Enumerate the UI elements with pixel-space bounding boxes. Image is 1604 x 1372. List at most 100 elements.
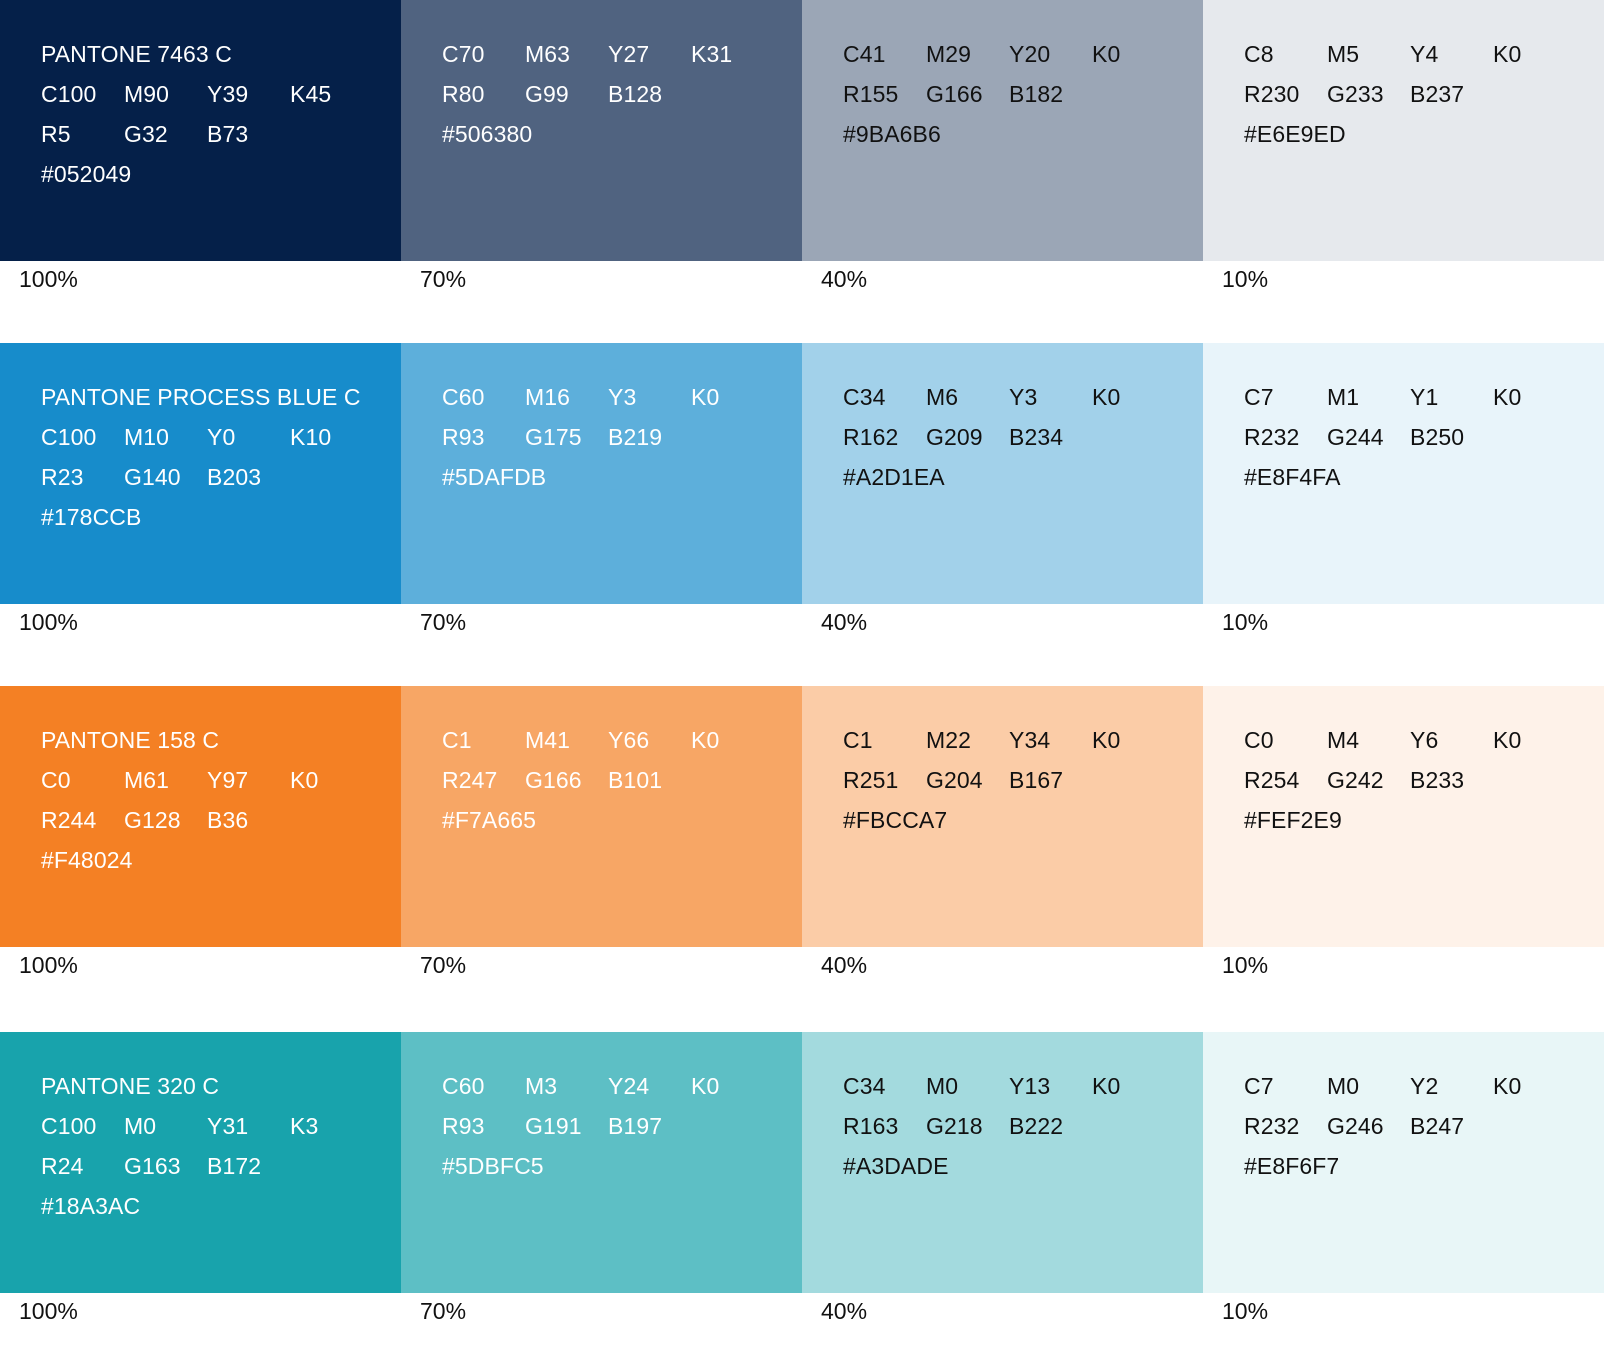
cmyk-value: M61 bbox=[124, 766, 170, 793]
rgb-values: R254 G242 B233 bbox=[1244, 760, 1604, 800]
tint-percent-label: 70% bbox=[420, 609, 467, 635]
cmyk-value: M63 bbox=[525, 40, 571, 67]
rgb-value: G242 bbox=[1327, 766, 1384, 793]
rgb-value: G233 bbox=[1327, 80, 1384, 107]
cmyk-value: C60 bbox=[442, 1072, 485, 1099]
cmyk-value: K0 bbox=[691, 1072, 720, 1099]
color-tile: C70 M63 Y27 K31 R80 G99 B128 #506380 70% bbox=[401, 0, 802, 292]
tint-percent-label: 10% bbox=[1222, 1298, 1269, 1324]
color-swatch: C41 M29 Y20 K0 R155 G166 B182 #9BA6B6 bbox=[802, 0, 1203, 261]
color-swatch: C34 M6 Y3 K0 R162 G209 B234 #A2D1EA bbox=[802, 343, 1203, 604]
rgb-value: R254 bbox=[1244, 766, 1300, 793]
rgb-value: R5 bbox=[41, 120, 71, 147]
rgb-values: R247 G166 B101 bbox=[442, 760, 802, 800]
cmyk-value: Y1 bbox=[1410, 383, 1439, 410]
tint-percent-label: 10% bbox=[1222, 609, 1269, 635]
cmyk-value: K0 bbox=[1092, 726, 1121, 753]
cmyk-values: C1 M22 Y34 K0 bbox=[843, 720, 1203, 760]
rgb-value: G140 bbox=[124, 463, 181, 490]
hex-value: #FEF2E9 bbox=[1244, 800, 1604, 840]
pantone-name: PANTONE 158 C bbox=[41, 720, 401, 760]
rgb-value: B234 bbox=[1009, 423, 1064, 450]
color-swatch: C7 M0 Y2 K0 R232 G246 B247 #E8F6F7 bbox=[1203, 1032, 1604, 1293]
color-tile: PANTONE 7463 C C100 M90 Y39 K45 R5 G32 B73 #0520… bbox=[0, 0, 401, 292]
hex-code: #18A3AC bbox=[41, 1192, 141, 1219]
cmyk-value: C7 bbox=[1244, 1072, 1274, 1099]
cmyk-value: M0 bbox=[124, 1112, 157, 1139]
rgb-values: R162 G209 B234 bbox=[843, 417, 1203, 457]
hex-value: #506380 bbox=[442, 114, 802, 154]
rgb-values: R5 G32 B73 bbox=[41, 114, 401, 154]
cmyk-value: Y97 bbox=[207, 766, 249, 793]
cmyk-value: C100 bbox=[41, 1112, 97, 1139]
hex-code: #9BA6B6 bbox=[843, 120, 941, 147]
color-tile: C60 M16 Y3 K0 R93 G175 B219 #5DAFDB 70% bbox=[401, 343, 802, 635]
rgb-value: G246 bbox=[1327, 1112, 1384, 1139]
color-swatch: PANTONE PROCESS BLUE C C100 M10 Y0 K10 R23 G14… bbox=[0, 343, 401, 604]
cmyk-value: M41 bbox=[525, 726, 571, 753]
hex-value: #E8F4FA bbox=[1244, 457, 1604, 497]
rgb-values: R93 G175 B219 bbox=[442, 417, 802, 457]
rgb-value: G204 bbox=[926, 766, 983, 793]
rgb-value: R251 bbox=[843, 766, 899, 793]
pantone-name-text: PANTONE 7463 C bbox=[41, 40, 233, 67]
tint-percent-label: 70% bbox=[420, 1298, 467, 1324]
tint-percent-label: 100% bbox=[19, 952, 78, 978]
cmyk-value: M29 bbox=[926, 40, 972, 67]
rgb-value: G218 bbox=[926, 1112, 983, 1139]
cmyk-value: C0 bbox=[1244, 726, 1274, 753]
color-swatch: C60 M3 Y24 K0 R93 G191 B197 #5DBFC5 bbox=[401, 1032, 802, 1293]
color-tile: C7 M1 Y1 K0 R232 G244 B250 #E8F4FA 10% bbox=[1203, 343, 1604, 635]
rgb-value: G244 bbox=[1327, 423, 1384, 450]
rgb-value: G166 bbox=[926, 80, 983, 107]
cmyk-values: C7 M1 Y1 K0 bbox=[1244, 377, 1604, 417]
cmyk-value: Y34 bbox=[1009, 726, 1051, 753]
tint-percent-label: 100% bbox=[19, 1298, 78, 1324]
hex-value: #9BA6B6 bbox=[843, 114, 1203, 154]
color-swatch: C7 M1 Y1 K0 R232 G244 B250 #E8F4FA bbox=[1203, 343, 1604, 604]
cmyk-value: Y13 bbox=[1009, 1072, 1051, 1099]
palette-row: PANTONE PROCESS BLUE C C100 M10 Y0 K10 R23 G14… bbox=[0, 343, 1604, 683]
color-tile: PANTONE 320 C C100 M0 Y31 K3 R24 G163 B172 #18A3… bbox=[0, 1032, 401, 1324]
rgb-value: G175 bbox=[525, 423, 582, 450]
hex-value: #5DBFC5 bbox=[442, 1146, 802, 1186]
cmyk-values: C1 M41 Y66 K0 bbox=[442, 720, 802, 760]
cmyk-values: C100 M90 Y39 K45 bbox=[41, 74, 401, 114]
pantone-name-text: PANTONE 320 C bbox=[41, 1072, 220, 1099]
rgb-value: G128 bbox=[124, 806, 181, 833]
palette-row: PANTONE 158 C C0 M61 Y97 K0 R244 G128 B36 #F4802… bbox=[0, 686, 1604, 1026]
color-swatch: PANTONE 320 C C100 M0 Y31 K3 R24 G163 B172 #18A3… bbox=[0, 1032, 401, 1293]
cmyk-value: C60 bbox=[442, 383, 485, 410]
color-swatch: C1 M41 Y66 K0 R247 G166 B101 #F7A665 bbox=[401, 686, 802, 947]
color-swatch: C70 M63 Y27 K31 R80 G99 B128 #506380 bbox=[401, 0, 802, 261]
cmyk-value: K0 bbox=[1092, 40, 1121, 67]
rgb-value: B36 bbox=[207, 806, 249, 833]
palette-row: PANTONE 7463 C C100 M90 Y39 K45 R5 G32 B73 #0520… bbox=[0, 0, 1604, 340]
color-tile: C34 M6 Y3 K0 R162 G209 B234 #A2D1EA 40% bbox=[802, 343, 1203, 635]
cmyk-value: K0 bbox=[691, 726, 720, 753]
color-tile: C34 M0 Y13 K0 R163 G218 B222 #A3DADE 40% bbox=[802, 1032, 1203, 1324]
hex-code: #178CCB bbox=[41, 503, 142, 530]
color-tile: C41 M29 Y20 K0 R155 G166 B182 #9BA6B6 40% bbox=[802, 0, 1203, 292]
cmyk-values: C60 M16 Y3 K0 bbox=[442, 377, 802, 417]
cmyk-values: C34 M6 Y3 K0 bbox=[843, 377, 1203, 417]
cmyk-value: K0 bbox=[1493, 726, 1522, 753]
color-swatch: C60 M16 Y3 K0 R93 G175 B219 #5DAFDB bbox=[401, 343, 802, 604]
rgb-values: R163 G218 B222 bbox=[843, 1106, 1203, 1146]
hex-code: #E8F6F7 bbox=[1244, 1152, 1340, 1179]
color-tile: PANTONE PROCESS BLUE C C100 M10 Y0 K10 R23 G14… bbox=[0, 343, 401, 635]
cmyk-value: C1 bbox=[442, 726, 472, 753]
cmyk-value: K3 bbox=[290, 1112, 319, 1139]
rgb-value: G166 bbox=[525, 766, 582, 793]
tint-percent-label: 70% bbox=[420, 266, 467, 292]
rgb-value: R23 bbox=[41, 463, 84, 490]
cmyk-value: M90 bbox=[124, 80, 170, 107]
rgb-value: B203 bbox=[207, 463, 262, 490]
hex-code: #5DAFDB bbox=[442, 463, 547, 490]
rgb-value: B101 bbox=[608, 766, 663, 793]
rgb-values: R80 G99 B128 bbox=[442, 74, 802, 114]
rgb-value: G209 bbox=[926, 423, 983, 450]
cmyk-value: M0 bbox=[926, 1072, 959, 1099]
pantone-name-text: PANTONE 158 C bbox=[41, 726, 220, 753]
hex-value: #5DAFDB bbox=[442, 457, 802, 497]
